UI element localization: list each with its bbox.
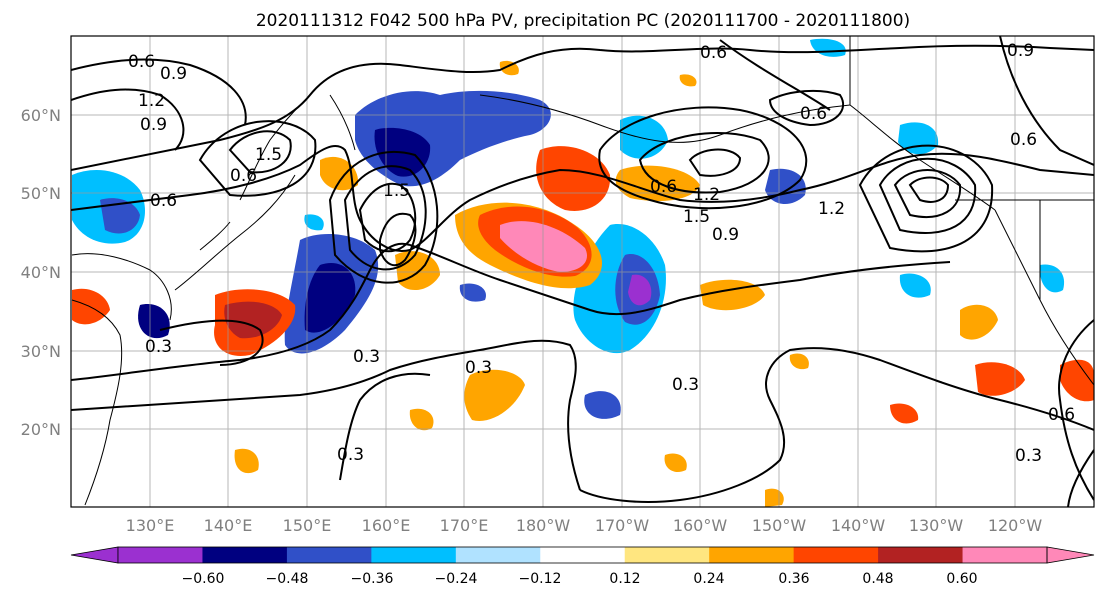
colorbar-segment xyxy=(878,547,964,563)
figure-title: 2020111312 F042 500 hPa PV, precipitatio… xyxy=(256,11,910,31)
lon-label: 120°W xyxy=(988,516,1043,535)
colorbar-tick-label: 0.24 xyxy=(693,571,724,587)
lon-label: 150°E xyxy=(283,516,332,535)
lon-label: 140°E xyxy=(204,516,253,535)
colorbar-tick-label: 0.12 xyxy=(609,571,640,587)
lat-label: 20°N xyxy=(21,420,61,439)
map-panel: 0.6 0.9 1.2 0.9 1.5 1.5 0.6 0.6 0.6 0.3 … xyxy=(21,35,1095,535)
contour-label: 1.2 xyxy=(693,185,720,205)
contour-label: 0.3 xyxy=(353,347,380,367)
colorbar-segments xyxy=(118,547,1048,563)
pv-contours xyxy=(71,36,1094,507)
lat-label: 50°N xyxy=(21,184,61,203)
lon-label: 140°W xyxy=(831,516,886,535)
contour-label: 0.6 xyxy=(700,43,727,63)
contour-label: 1.2 xyxy=(138,91,165,111)
lon-label: 170°E xyxy=(440,516,489,535)
contour-label: 0.9 xyxy=(712,225,739,245)
colorbar-tick-label: −0.24 xyxy=(435,571,478,587)
colorbar-tick-label: 0.36 xyxy=(778,571,809,587)
contour-label: 1.5 xyxy=(255,145,282,165)
colorbar-tick-label: −0.36 xyxy=(351,571,394,587)
colorbar-segment xyxy=(371,547,457,563)
colorbar-segment xyxy=(202,547,288,563)
colorbar-frame xyxy=(117,546,1048,564)
contour-label: 0.6 xyxy=(128,52,155,72)
latitude-labels: 60°N 50°N 40°N 30°N 20°N xyxy=(21,106,61,439)
contour-label: 0.9 xyxy=(1007,41,1034,61)
contour-label: 0.3 xyxy=(672,375,699,395)
contour-label: 0.3 xyxy=(337,445,364,465)
contour-label: 1.5 xyxy=(683,207,710,227)
lat-label: 30°N xyxy=(21,342,61,361)
colorbar-tick-label: 0.48 xyxy=(862,571,893,587)
colorbar-max-arrow xyxy=(1046,546,1095,564)
lon-label: 130°E xyxy=(126,516,175,535)
lon-label: 150°W xyxy=(752,516,807,535)
colorbar-segment xyxy=(709,547,795,563)
lat-label: 60°N xyxy=(21,106,61,125)
colorbar-segment xyxy=(118,547,203,563)
lat-label: 40°N xyxy=(21,263,61,282)
contour-label: 0.6 xyxy=(800,104,827,124)
lon-label: 160°E xyxy=(362,516,411,535)
contour-label: 0.6 xyxy=(230,166,257,186)
contour-label: 0.3 xyxy=(1015,446,1042,466)
lon-label: 180°W xyxy=(516,516,571,535)
lon-label: 160°W xyxy=(673,516,728,535)
colorbar-segment xyxy=(540,547,626,563)
colorbar-segment xyxy=(793,547,879,563)
contour-label: 0.3 xyxy=(145,337,172,357)
contour-label: 0.6 xyxy=(150,191,177,211)
colorbar-tick-label: −0.12 xyxy=(519,571,562,587)
contour-labels: 0.6 0.9 1.2 0.9 1.5 1.5 0.6 0.6 0.6 0.3 … xyxy=(128,41,1075,466)
colorbar-segment xyxy=(624,547,710,563)
lon-label: 130°W xyxy=(909,516,964,535)
contour-label: 0.6 xyxy=(650,177,677,197)
contour-label: 1.2 xyxy=(818,199,845,219)
colorbar-segment xyxy=(962,547,1048,563)
contour-label: 1.5 xyxy=(383,181,410,201)
colorbar-tick-label: 0.60 xyxy=(946,571,977,587)
contour-label: 0.9 xyxy=(160,64,187,84)
contour-label: 0.6 xyxy=(1010,130,1037,150)
colorbar-segment xyxy=(455,547,541,563)
colorbar-tick-label: −0.60 xyxy=(182,571,225,587)
map-frame xyxy=(70,35,1095,508)
contour-label: 0.6 xyxy=(1048,405,1075,425)
contour-label: 0.9 xyxy=(140,115,167,135)
colorbar: −0.60 −0.48 −0.36 −0.24 −0.12 0.12 0.24 … xyxy=(70,546,1095,587)
colorbar-tick-label: −0.48 xyxy=(266,571,309,587)
longitude-labels: 130°E 140°E 150°E 160°E 170°E 180°W 170°… xyxy=(126,516,1043,535)
contour-label: 0.3 xyxy=(465,358,492,378)
positive-anomaly-fields xyxy=(72,60,1094,507)
colorbar-segment xyxy=(286,547,372,563)
lon-label: 170°W xyxy=(595,516,650,535)
colorbar-ticks: −0.60 −0.48 −0.36 −0.24 −0.12 0.12 0.24 … xyxy=(182,571,978,587)
colorbar-min-arrow xyxy=(70,546,119,564)
